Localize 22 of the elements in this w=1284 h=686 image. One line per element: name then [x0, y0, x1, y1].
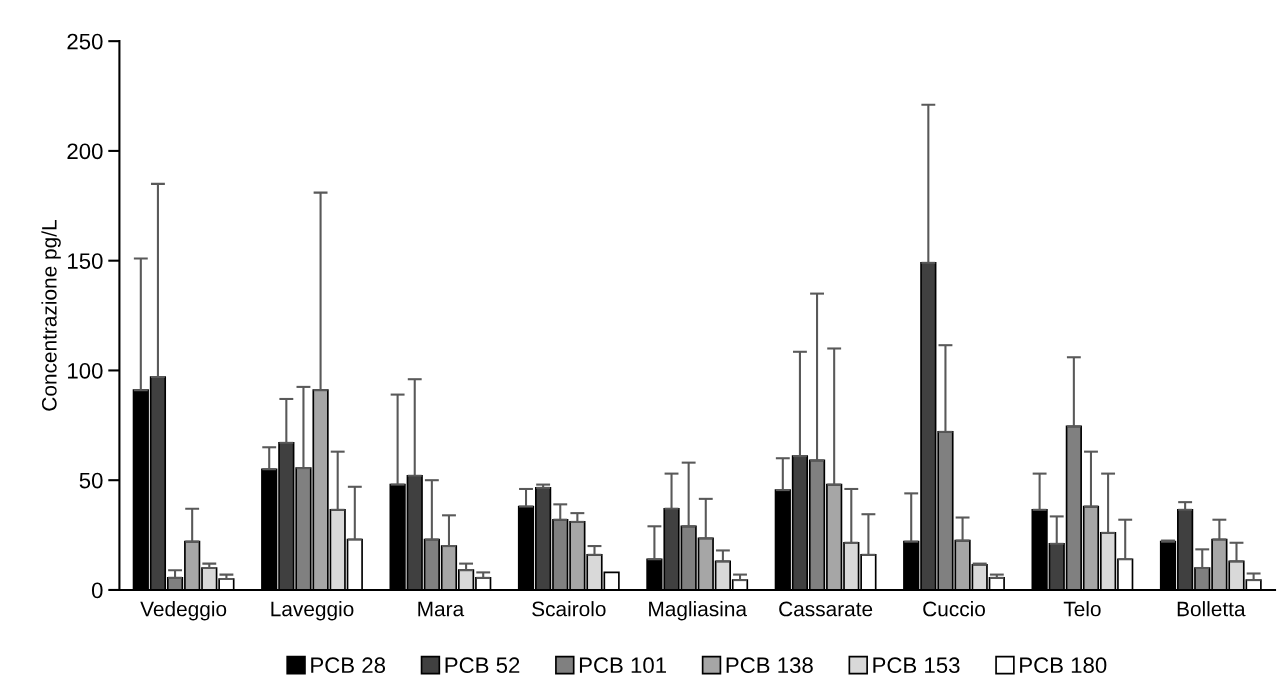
legend-label: PCB 138	[726, 657, 813, 674]
y-tick-label: 0	[91, 582, 103, 599]
y-tick-label: 100	[68, 362, 103, 379]
y-axis-title: Concentrazione pg/L	[41, 220, 61, 411]
legend-label: PCB 101	[579, 657, 666, 674]
x-tick-label: Telo	[1063, 601, 1101, 617]
x-tick-label: Mara	[418, 601, 465, 617]
y-tick-label: 50	[79, 472, 103, 489]
y-tick-label: 150	[68, 253, 103, 269]
x-tick-label: Scairolo	[532, 601, 606, 617]
x-tick-label: Cuccio	[923, 601, 985, 617]
x-tick-label: Laveggio	[271, 601, 354, 621]
legend-label: PCB 153	[873, 657, 960, 674]
legend-label: PCB 28	[311, 657, 386, 674]
x-tick-label: Cassarate	[779, 601, 873, 617]
x-tick-label: Bolletta	[1177, 601, 1246, 617]
y-tick-label: 250	[67, 33, 103, 50]
y-tick-label: 200	[67, 143, 103, 160]
legend-label: PCB 52	[445, 657, 520, 674]
legend-label: PCB 180	[1020, 657, 1107, 674]
x-tick-label: Vedeggio	[140, 601, 227, 621]
x-tick-label: Magliasina	[649, 601, 748, 621]
